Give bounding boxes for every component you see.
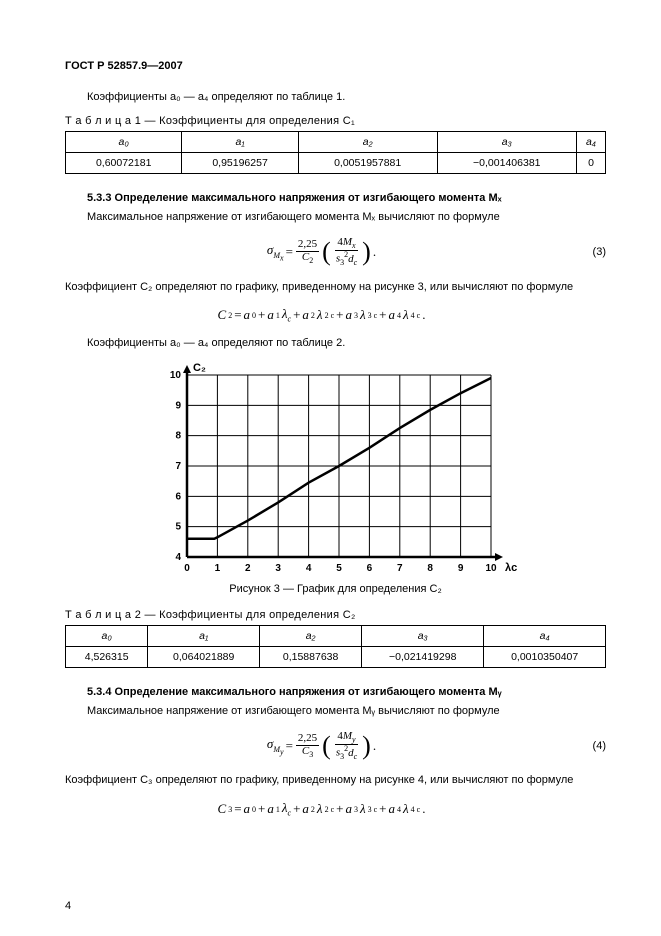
formula-4-row: σMy = 2,25C3 ( 4Mys32dc ) . (4) — [65, 731, 606, 762]
formula-c2-row: C2 = a0 + a1λc + a2λ2c + a3λ3c + a4λ4c . — [65, 306, 606, 324]
formula-c2: C2 = a0 + a1λc + a2λ2c + a3λ3c + a4λ4c . — [218, 306, 426, 324]
table-row: a₀ a₁ a₂ a₃ a₄ — [66, 131, 606, 152]
table2-h0: a₀ — [66, 625, 148, 646]
formula-3-number: (3) — [578, 246, 606, 258]
table2-c4: 0,0010350407 — [484, 646, 606, 667]
svg-text:C₂: C₂ — [193, 362, 206, 374]
formula-3: σMx = 2,25C2 ( 4Mxs32dc ) . — [267, 237, 376, 268]
svg-text:10: 10 — [485, 563, 497, 574]
table2-caption: Т а б л и ц а 2 — Коэффициенты для опред… — [65, 609, 606, 621]
table1-h4: a₄ — [576, 131, 605, 152]
svg-text:5: 5 — [336, 563, 342, 574]
section-534-header: 5.3.4 Определение максимального напряжен… — [65, 686, 606, 698]
table1-h0: a₀ — [66, 131, 182, 152]
page-number: 4 — [65, 900, 71, 912]
formula-4: σMy = 2,25C3 ( 4Mys32dc ) . — [267, 731, 376, 762]
svg-text:8: 8 — [175, 430, 181, 441]
table1-h1: a₁ — [182, 131, 298, 152]
svg-text:9: 9 — [175, 400, 181, 411]
svg-text:3: 3 — [275, 563, 281, 574]
svg-text:4: 4 — [305, 563, 311, 574]
svg-text:2: 2 — [245, 563, 251, 574]
section-num: 5.3.3 — [87, 192, 111, 204]
table-row: 0,60072181 0,95196257 0,0051957881 −0,00… — [66, 152, 606, 173]
section-534-line: Максимальное напряжение от изгибающего м… — [65, 704, 606, 719]
formula-c3: C3 = a0 + a1λc + a2λ2c + a3λ3c + a4λ4c . — [218, 800, 426, 818]
table2-h1: a₁ — [148, 625, 260, 646]
table1-c1: 0,95196257 — [182, 152, 298, 173]
svg-text:8: 8 — [427, 563, 433, 574]
svg-text:0: 0 — [184, 563, 190, 574]
chart-container: 4 5 6 7 8 9 10 0 1 2 3 4 5 6 7 8 9 10 C₂ λc — [65, 359, 606, 579]
table1-c0: 0,60072181 — [66, 152, 182, 173]
section-num: 5.3.4 — [87, 686, 111, 698]
section-533-header: 5.3.3 Определение максимального напряжен… — [65, 192, 606, 204]
svg-text:6: 6 — [366, 563, 372, 574]
table2-c0: 4,526315 — [66, 646, 148, 667]
figure-3-chart: 4 5 6 7 8 9 10 0 1 2 3 4 5 6 7 8 9 10 C₂ λc — [151, 359, 521, 579]
table1-caption: Т а б л и ц а 1 — Коэффициенты для опред… — [65, 115, 606, 127]
svg-text:7: 7 — [397, 563, 403, 574]
section-533-line: Максимальное напряжение от изгибающего м… — [65, 210, 606, 225]
svg-text:4: 4 — [175, 552, 181, 563]
table1-c4: 0 — [576, 152, 605, 173]
svg-text:6: 6 — [175, 491, 181, 502]
svg-text:7: 7 — [175, 461, 181, 472]
table2-c3: −0,021419298 — [362, 646, 484, 667]
table1: a₀ a₁ a₂ a₃ a₄ 0,60072181 0,95196257 0,0… — [65, 131, 606, 174]
section-title: Определение максимального напряжения от … — [115, 192, 502, 204]
svg-text:5: 5 — [175, 521, 181, 532]
svg-text:10: 10 — [169, 370, 181, 381]
formula-c3-row: C3 = a0 + a1λc + a2λ2c + a3λ3c + a4λ4c . — [65, 800, 606, 818]
document-page: ГОСТ Р 52857.9—2007 Коэффициенты a₀ — a₄… — [0, 0, 661, 936]
after-formula3: Коэффициент C₂ определяют по графику, пр… — [65, 280, 606, 295]
after-formula4: Коэффициент C₃ определяют по графику, пр… — [65, 773, 606, 788]
table2-h2: a₂ — [260, 625, 362, 646]
table2-h3: a₃ — [362, 625, 484, 646]
table1-c2: 0,0051957881 — [298, 152, 437, 173]
table2-c1: 0,064021889 — [148, 646, 260, 667]
table1-h3: a₃ — [437, 131, 576, 152]
document-header: ГОСТ Р 52857.9—2007 — [65, 60, 606, 72]
figure-3-caption: Рисунок 3 — График для определения C₂ — [65, 583, 606, 595]
table2: a₀ a₁ a₂ a₃ a₄ 4,526315 0,064021889 0,15… — [65, 625, 606, 668]
section-title: Определение максимального напряжения от … — [115, 686, 502, 698]
formula-3-row: σMx = 2,25C2 ( 4Mxs32dc ) . (3) — [65, 237, 606, 268]
table1-h2: a₂ — [298, 131, 437, 152]
svg-text:1: 1 — [214, 563, 220, 574]
coef-line-2: Коэффициенты a₀ — a₄ определяют по табли… — [65, 336, 606, 351]
formula-4-number: (4) — [578, 740, 606, 752]
table2-h4: a₄ — [484, 625, 606, 646]
table-row: a₀ a₁ a₂ a₃ a₄ — [66, 625, 606, 646]
svg-text:λc: λc — [505, 562, 517, 574]
table1-c3: −0,001406381 — [437, 152, 576, 173]
table2-c2: 0,15887638 — [260, 646, 362, 667]
svg-text:9: 9 — [457, 563, 463, 574]
table-row: 4,526315 0,064021889 0,15887638 −0,02141… — [66, 646, 606, 667]
intro-paragraph: Коэффициенты a₀ — a₄ определяют по табли… — [65, 90, 606, 105]
